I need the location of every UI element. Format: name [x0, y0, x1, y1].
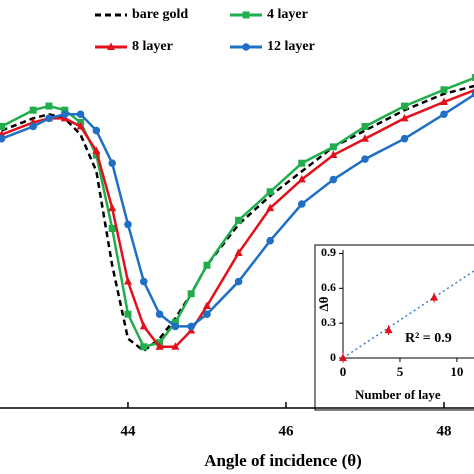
marker	[108, 159, 116, 167]
marker	[298, 159, 306, 167]
marker	[400, 113, 409, 122]
marker	[108, 203, 117, 212]
legend-label: 8 layer	[132, 39, 173, 54]
marker	[203, 261, 211, 269]
marker	[242, 11, 250, 19]
marker	[384, 325, 393, 334]
marker	[92, 146, 101, 154]
inset-y-tick-label: 0	[330, 350, 336, 364]
marker	[187, 322, 195, 331]
marker	[361, 122, 369, 130]
marker	[0, 134, 6, 143]
marker	[108, 224, 116, 232]
marker	[234, 248, 243, 256]
marker	[329, 143, 337, 151]
plot-area	[0, 74, 474, 353]
marker	[45, 102, 53, 110]
marker	[107, 42, 115, 50]
inset-y-label: Δθ	[316, 296, 331, 311]
marker	[234, 277, 243, 286]
inset-frame	[314, 244, 474, 411]
marker	[45, 114, 53, 123]
legend-label: bare gold	[132, 7, 188, 22]
marker	[471, 90, 474, 98]
marker	[92, 126, 101, 135]
marker	[400, 134, 409, 143]
x-tick-label: 48	[436, 423, 451, 439]
inset-y-tick-label: 0.3	[321, 315, 336, 329]
marker	[440, 110, 448, 119]
marker	[361, 155, 369, 163]
marker	[360, 134, 369, 142]
marker	[297, 200, 306, 208]
marker	[61, 106, 69, 114]
legend-label: 4 layer	[267, 7, 308, 22]
x-tick-label: 46	[278, 423, 294, 439]
inset-y-tick-label: 0.6	[321, 280, 336, 294]
marker	[76, 121, 85, 130]
marker	[187, 290, 195, 298]
marker	[439, 97, 448, 105]
marker	[202, 301, 211, 309]
marker	[203, 310, 211, 318]
inset-y-tick-label: 0.9	[321, 245, 336, 259]
marker	[266, 203, 275, 212]
marker	[235, 216, 243, 224]
marker	[266, 236, 274, 245]
trend-line	[342, 270, 474, 359]
marker	[0, 122, 6, 130]
marker	[124, 220, 132, 229]
marker	[339, 353, 347, 361]
marker	[430, 293, 439, 301]
inset-x-tick-label: 5	[397, 364, 404, 379]
legend-label: 12 layer	[267, 39, 315, 54]
marker	[155, 310, 164, 318]
marker	[329, 175, 338, 184]
marker	[242, 43, 250, 51]
marker	[139, 321, 148, 330]
marker	[76, 110, 85, 119]
inset-x-label: Number of laye	[355, 387, 441, 402]
marker	[124, 310, 132, 318]
inset-x-tick-label: 10	[450, 364, 463, 379]
marker	[400, 102, 408, 110]
marker	[60, 110, 69, 119]
marker	[155, 342, 164, 350]
marker	[140, 343, 148, 351]
marker	[139, 277, 148, 286]
x-tick-label: 44	[120, 423, 136, 439]
marker	[29, 122, 37, 131]
x-axis-label: Angle of incidence (θ)	[204, 451, 362, 470]
marker	[266, 188, 274, 196]
marker	[171, 342, 180, 350]
marker	[171, 318, 179, 326]
marker	[29, 106, 37, 114]
marker	[440, 86, 448, 94]
marker	[123, 277, 132, 285]
inset-x-tick-label: 0	[340, 364, 347, 379]
series-line	[1, 84, 474, 353]
marker	[472, 74, 474, 82]
marker	[171, 322, 180, 331]
marker	[329, 150, 338, 159]
marker	[297, 175, 306, 183]
annotation: R² = 0.9	[405, 331, 452, 346]
